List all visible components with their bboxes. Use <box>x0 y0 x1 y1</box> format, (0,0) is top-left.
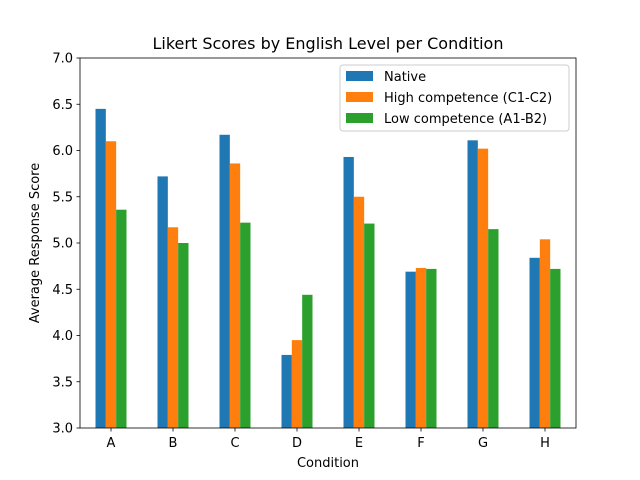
legend-label-3: Low competence (A1-B2) <box>384 112 547 127</box>
x-tick-label: B <box>169 436 178 451</box>
x-axis-label: Condition <box>297 456 359 471</box>
bar-1-H <box>529 257 540 428</box>
y-tick-label: 5.5 <box>52 190 73 205</box>
bar-1-G <box>467 140 478 428</box>
bar-2-G <box>477 148 489 428</box>
legend: Native High competence (C1-C2) Low compete… <box>339 64 570 132</box>
y-axis: 3.0 3.5 4.0 4.5 5.0 5.5 6.0 6.5 7.0 <box>52 52 80 437</box>
bar-1-B <box>157 176 168 428</box>
y-tick-label: 4.0 <box>52 329 73 344</box>
bar-1-D <box>281 354 292 428</box>
bar-1-E <box>343 156 354 428</box>
y-axis-label: Average Response Score <box>28 163 43 324</box>
bar-3-H <box>550 268 561 428</box>
legend-box <box>339 64 570 132</box>
bar-2-H <box>539 239 551 428</box>
bar-1-F <box>405 271 416 428</box>
x-tick-label: C <box>230 436 239 451</box>
bar-3-B <box>178 243 189 428</box>
x-tick-label: D <box>292 436 302 451</box>
x-tick-label: E <box>355 436 363 451</box>
bar-1-A <box>95 108 106 428</box>
bar-2-B <box>167 227 179 428</box>
bar-3-E <box>364 223 375 428</box>
y-tick-label: 6.5 <box>52 98 73 113</box>
bar-2-D <box>291 340 303 428</box>
x-tick-label: H <box>540 436 550 451</box>
legend-swatch-1 <box>346 71 373 81</box>
x-axis: A B C D E F G H <box>107 428 550 451</box>
bar-2-C <box>229 163 241 428</box>
plot-frame <box>79 57 577 429</box>
bar-3-F <box>426 268 437 428</box>
legend-swatch-2 <box>346 92 373 102</box>
y-tick-label: 5.0 <box>52 237 73 252</box>
bars-group <box>95 108 561 428</box>
y-tick-label: 7.0 <box>52 52 73 67</box>
bar-3-C <box>240 222 251 428</box>
bar-3-G <box>488 229 499 428</box>
y-tick-label: 4.5 <box>52 283 73 298</box>
bar-2-A <box>105 141 117 428</box>
y-tick-label: 6.0 <box>52 144 73 159</box>
bar-1-C <box>219 134 230 428</box>
y-tick-label: 3.5 <box>52 375 73 390</box>
legend-swatch-3 <box>346 113 373 123</box>
chart-title: Likert Scores by English Level per Condi… <box>153 34 504 53</box>
bar-3-D <box>302 294 313 428</box>
bar-3-A <box>116 209 127 428</box>
y-tick-label: 3.0 <box>52 422 73 437</box>
x-tick-label: F <box>417 436 424 451</box>
bar-2-E <box>353 196 365 428</box>
legend-label-1: Native <box>384 70 426 85</box>
bar-2-F <box>415 267 427 428</box>
x-tick-label: G <box>478 436 488 451</box>
legend-label-2: High competence (C1-C2) <box>384 91 552 106</box>
x-tick-label: A <box>107 436 116 451</box>
